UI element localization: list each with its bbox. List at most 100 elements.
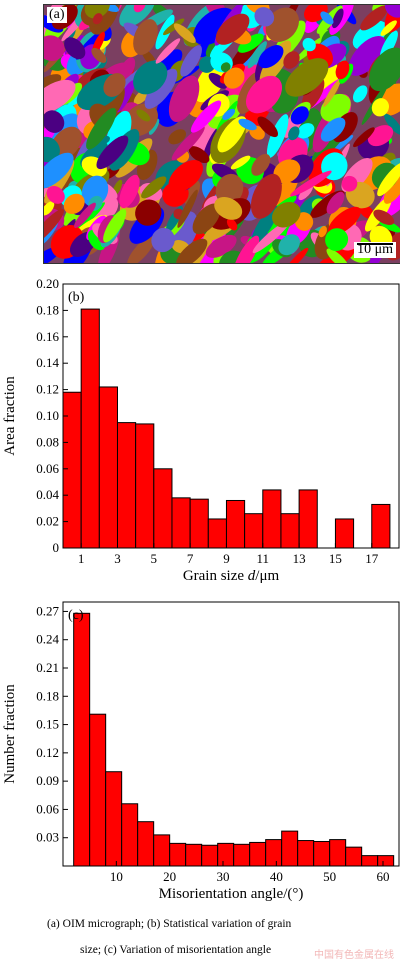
bar bbox=[98, 386, 118, 549]
grain bbox=[335, 60, 350, 80]
grain bbox=[283, 51, 300, 69]
grain bbox=[326, 191, 345, 215]
watermark: 中国有色金属在线 bbox=[314, 950, 394, 961]
grain bbox=[44, 152, 74, 189]
grain bbox=[96, 135, 129, 170]
grain bbox=[371, 98, 389, 117]
grain bbox=[173, 23, 196, 44]
bar bbox=[153, 834, 171, 867]
grain bbox=[373, 209, 395, 225]
y-tick-label: 0.12 bbox=[36, 745, 59, 760]
grain bbox=[135, 199, 162, 226]
grain bbox=[44, 79, 76, 115]
grain bbox=[205, 234, 237, 258]
caption-line-1: (a) OIM micrograph; (b) Statistical vari… bbox=[47, 918, 292, 930]
grain bbox=[257, 116, 278, 138]
bar bbox=[207, 518, 227, 549]
grain bbox=[44, 201, 55, 216]
grain bbox=[176, 238, 208, 263]
grain bbox=[214, 197, 243, 220]
x-axis-label: Grain size d/μm bbox=[183, 568, 280, 584]
grain bbox=[250, 173, 282, 219]
grain bbox=[384, 113, 400, 135]
grain bbox=[162, 18, 185, 36]
grain bbox=[318, 226, 327, 238]
bar bbox=[185, 843, 203, 867]
micrograph-panel-label: (a) bbox=[47, 7, 67, 23]
x-tick-label: 10 bbox=[110, 869, 123, 884]
grain bbox=[377, 162, 400, 197]
y-tick-label: 0.06 bbox=[36, 801, 59, 816]
bar bbox=[73, 612, 91, 867]
x-tick-label: 11 bbox=[257, 551, 270, 566]
grain bbox=[258, 45, 284, 69]
grain bbox=[230, 155, 251, 170]
caption-line-2: size; (c) Variation of misorientation an… bbox=[80, 944, 272, 956]
grain bbox=[273, 159, 301, 184]
bar bbox=[89, 713, 107, 867]
grain bbox=[320, 11, 334, 25]
y-tick-label: 0.04 bbox=[36, 487, 59, 502]
grain bbox=[360, 5, 389, 31]
grain bbox=[155, 38, 181, 64]
grain bbox=[84, 5, 110, 19]
grain bbox=[44, 110, 65, 133]
grain bbox=[192, 203, 221, 235]
grain bbox=[208, 72, 228, 89]
grain bbox=[302, 37, 316, 52]
y-tick-label: 0.12 bbox=[36, 382, 59, 397]
grain bbox=[352, 85, 368, 103]
y-tick-label: 0.15 bbox=[36, 717, 59, 732]
grain bbox=[288, 126, 300, 141]
x-axis-label: Misorientation angle/(°) bbox=[159, 886, 304, 902]
grain-size-chart-svg: 0 0.02 0.04 0.06 0.08 0.10 0.12 0.14 0.16 0.18 0.2… bbox=[2, 276, 400, 584]
grain bbox=[46, 185, 65, 204]
bar bbox=[135, 423, 155, 549]
grain bbox=[383, 171, 400, 204]
bar bbox=[377, 855, 395, 867]
y-tick-label: 0.02 bbox=[36, 514, 59, 529]
x-tick-label: 13 bbox=[293, 551, 306, 566]
grain bbox=[133, 60, 168, 95]
scale-bar-line bbox=[357, 243, 393, 245]
grain bbox=[133, 19, 158, 55]
bar bbox=[244, 513, 264, 549]
grain bbox=[141, 176, 167, 199]
bar bbox=[334, 518, 355, 549]
x-tick-label: 20 bbox=[163, 869, 176, 884]
x-tick-label: 15 bbox=[329, 551, 342, 566]
grain bbox=[238, 118, 257, 131]
grain bbox=[384, 5, 400, 18]
grain bbox=[290, 170, 332, 197]
grain bbox=[74, 202, 96, 228]
y-tick-label: 0.14 bbox=[36, 355, 59, 370]
x-tick-label: 50 bbox=[323, 869, 336, 884]
x-tick-label: 9 bbox=[223, 551, 230, 566]
x-tick-label: 5 bbox=[151, 551, 158, 566]
x-tick-label: 60 bbox=[377, 869, 390, 884]
y-tick-label: 0.20 bbox=[36, 276, 59, 291]
x-tick-label: 30 bbox=[217, 869, 230, 884]
bar bbox=[116, 422, 137, 549]
grain bbox=[251, 205, 279, 246]
grain bbox=[325, 228, 349, 252]
x-tick-label: 3 bbox=[114, 551, 121, 566]
bar bbox=[189, 498, 209, 549]
y-tick-label: 0.18 bbox=[36, 302, 59, 317]
grain bbox=[215, 13, 250, 45]
bar bbox=[225, 499, 246, 549]
grain bbox=[226, 218, 238, 231]
bar bbox=[265, 839, 283, 867]
y-axis-label: Area fraction bbox=[2, 376, 18, 456]
grain bbox=[369, 47, 400, 92]
grain bbox=[216, 164, 227, 173]
bar bbox=[262, 489, 282, 549]
y-tick-label: 0.08 bbox=[36, 434, 59, 449]
bar bbox=[137, 821, 155, 867]
x-tick-label: 40 bbox=[270, 869, 283, 884]
panel-label: (c) bbox=[68, 608, 84, 623]
bar bbox=[105, 771, 123, 867]
x-tick-label: 1 bbox=[78, 551, 85, 566]
bar bbox=[298, 489, 318, 549]
grain bbox=[332, 8, 344, 29]
